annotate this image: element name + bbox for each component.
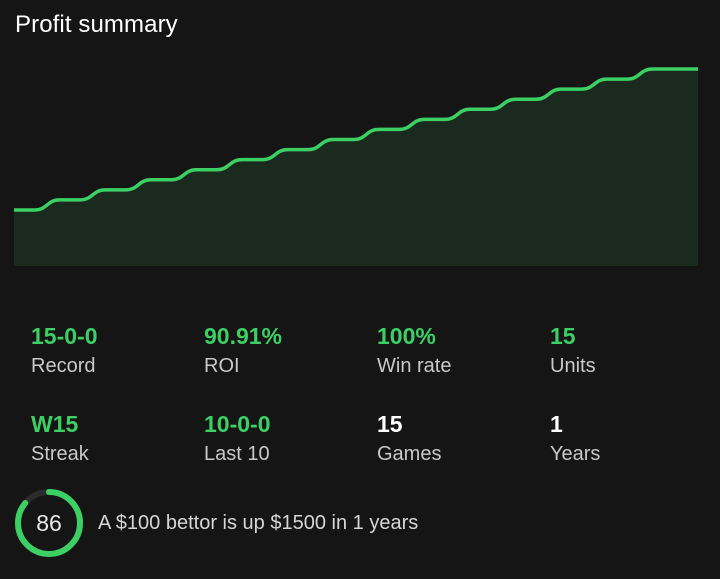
stat-label: Games bbox=[377, 443, 442, 465]
chart-line bbox=[14, 67, 698, 212]
stat-value: 15 bbox=[377, 411, 403, 437]
stat-label: Record bbox=[31, 355, 96, 377]
page-title: Profit summary bbox=[15, 11, 178, 38]
stat-value: 15-0-0 bbox=[31, 323, 98, 349]
summary-text: A $100 bettor is up $1500 in 1 years bbox=[98, 511, 419, 534]
gauge-arc bbox=[15, 489, 83, 557]
stat-streak: W15 Streak bbox=[31, 410, 201, 467]
profit-chart bbox=[14, 67, 698, 266]
stat-label: Streak bbox=[31, 443, 89, 465]
score-gauge: 86 bbox=[13, 487, 85, 559]
stat-value: 100% bbox=[377, 323, 436, 349]
stat-units: 15 Units bbox=[550, 322, 720, 379]
stat-label: Win rate bbox=[377, 355, 452, 377]
stat-value: 90.91% bbox=[204, 323, 283, 349]
stat-value: W15 bbox=[31, 411, 79, 437]
stat-value: 15 bbox=[550, 323, 576, 349]
stat-label: Last 10 bbox=[204, 443, 270, 465]
stat-label: Years bbox=[550, 443, 601, 465]
stat-roi: 90.91% ROI bbox=[204, 322, 374, 379]
stat-last-10: 10-0-0 Last 10 bbox=[204, 410, 374, 467]
stat-games: 15 Games bbox=[377, 410, 547, 467]
stat-label: Units bbox=[550, 355, 596, 377]
stat-win-rate: 100% Win rate bbox=[377, 322, 547, 379]
stat-years: 1 Years bbox=[550, 410, 720, 467]
stat-label: ROI bbox=[204, 355, 240, 377]
summary-footer: 86 A $100 bettor is up $1500 in 1 years bbox=[13, 486, 418, 560]
stat-record: 15-0-0 Record bbox=[31, 322, 201, 379]
stat-value: 10-0-0 bbox=[204, 411, 271, 437]
chart-area bbox=[14, 69, 698, 266]
score-value: 86 bbox=[36, 510, 62, 536]
stat-value: 1 bbox=[550, 411, 563, 437]
